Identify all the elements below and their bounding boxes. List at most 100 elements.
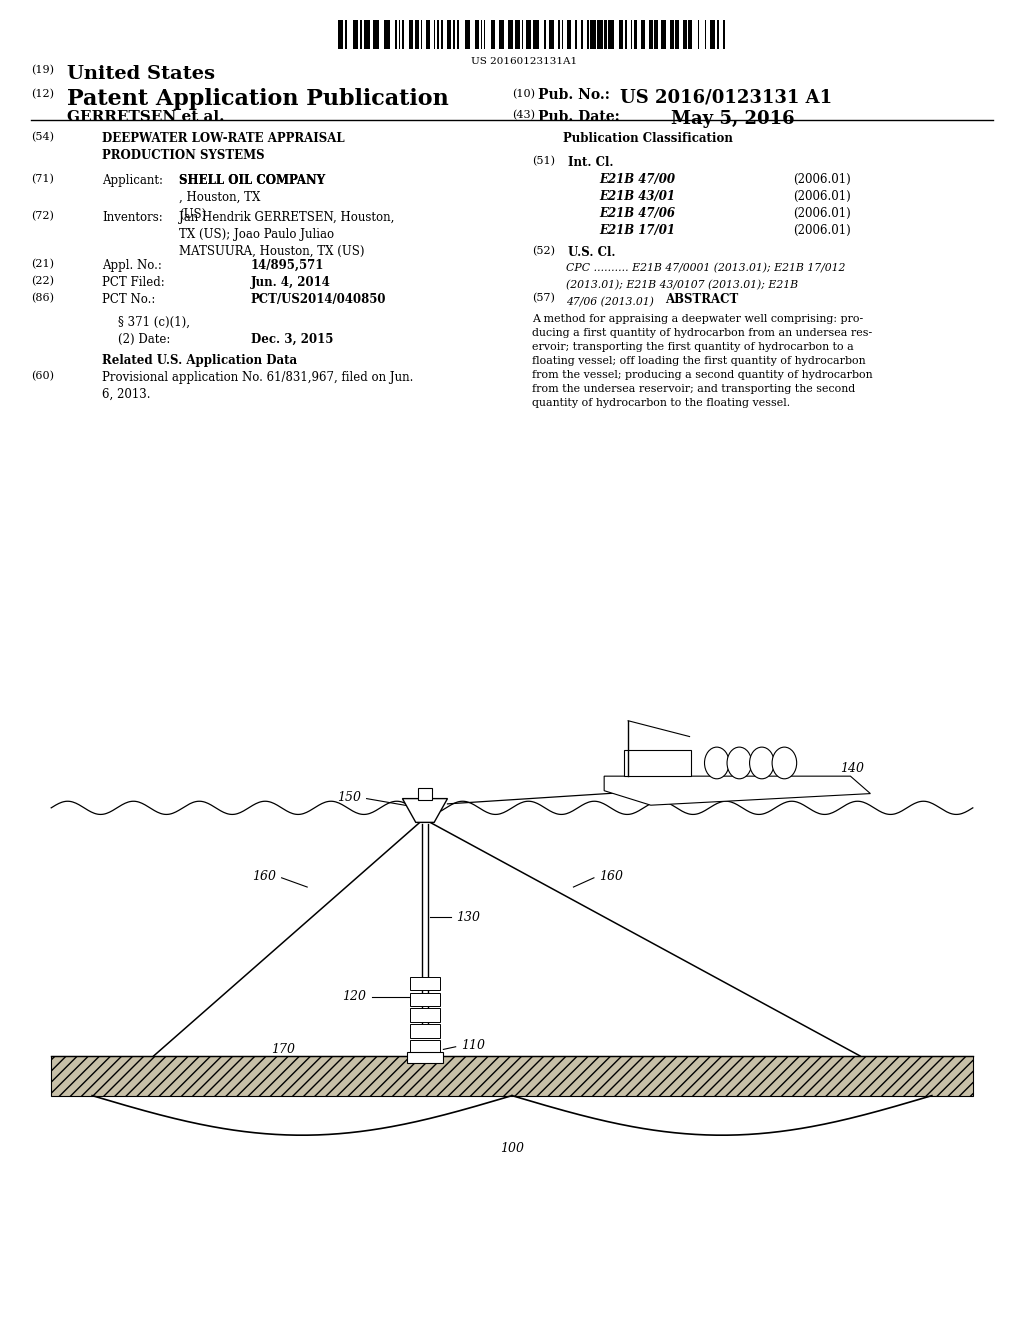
Bar xyxy=(426,20,430,49)
Bar xyxy=(407,1052,443,1063)
Bar xyxy=(544,20,547,49)
Bar xyxy=(641,20,645,49)
Bar xyxy=(402,20,403,49)
Text: Pub. Date:: Pub. Date: xyxy=(538,110,620,124)
Text: Inventors:: Inventors: xyxy=(102,211,163,224)
Bar xyxy=(410,1024,440,1038)
Bar xyxy=(534,20,539,49)
Bar xyxy=(499,20,504,49)
Text: (12): (12) xyxy=(31,88,53,99)
Text: (2013.01); E21B 43/0107 (2013.01); E21B: (2013.01); E21B 43/0107 (2013.01); E21B xyxy=(566,280,799,290)
Bar xyxy=(604,20,606,49)
Text: 120: 120 xyxy=(343,990,367,1003)
Text: US 2016/0123131 A1: US 2016/0123131 A1 xyxy=(620,88,831,107)
Text: SHELL OIL COMPANY: SHELL OIL COMPANY xyxy=(179,174,326,187)
Bar xyxy=(631,20,632,49)
Polygon shape xyxy=(604,776,870,805)
Bar xyxy=(688,20,692,49)
Bar xyxy=(608,20,613,49)
Text: Jan Hendrik GERRETSEN, Houston,
TX (US); Joao Paulo Juliao
MATSUURA, Houston, TX: Jan Hendrik GERRETSEN, Houston, TX (US);… xyxy=(179,211,394,259)
Text: (43): (43) xyxy=(512,110,535,120)
Bar xyxy=(410,977,440,990)
Text: PCT/US2014/040850: PCT/US2014/040850 xyxy=(251,293,386,306)
Bar xyxy=(384,20,390,49)
Text: (71): (71) xyxy=(31,174,53,185)
Text: 100: 100 xyxy=(500,1142,524,1155)
Text: U.S. Cl.: U.S. Cl. xyxy=(568,246,615,259)
Text: (2006.01): (2006.01) xyxy=(794,207,851,220)
Bar xyxy=(409,20,413,49)
Text: (72): (72) xyxy=(31,211,53,222)
Text: Patent Application Publication: Patent Application Publication xyxy=(67,88,449,111)
Bar xyxy=(374,20,379,49)
Text: DEEPWATER LOW-RATE APPRAISAL
PRODUCTION SYSTEMS: DEEPWATER LOW-RATE APPRAISAL PRODUCTION … xyxy=(102,132,345,162)
Bar xyxy=(515,20,520,49)
Text: (2006.01): (2006.01) xyxy=(794,173,851,186)
Bar xyxy=(446,20,451,49)
Bar xyxy=(723,20,725,49)
Text: May 5, 2016: May 5, 2016 xyxy=(671,110,795,128)
Bar xyxy=(624,750,690,776)
Text: , Houston, TX
(US): , Houston, TX (US) xyxy=(179,174,260,222)
Bar xyxy=(649,20,653,49)
Bar xyxy=(359,20,361,49)
Bar xyxy=(574,20,578,49)
Bar xyxy=(365,20,370,49)
Text: (54): (54) xyxy=(31,132,53,143)
Bar xyxy=(415,20,419,49)
Text: Dec. 3, 2015: Dec. 3, 2015 xyxy=(251,333,333,346)
Bar xyxy=(418,788,432,800)
Text: (22): (22) xyxy=(31,276,53,286)
Bar xyxy=(670,20,674,49)
Bar xyxy=(338,20,343,49)
Text: (52): (52) xyxy=(532,246,555,256)
Text: E21B 47/06: E21B 47/06 xyxy=(599,207,675,220)
Bar xyxy=(549,20,554,49)
Text: 150: 150 xyxy=(338,791,361,804)
Text: (57): (57) xyxy=(532,293,555,304)
Text: Publication Classification: Publication Classification xyxy=(563,132,733,145)
Text: SHELL OIL COMPANY: SHELL OIL COMPANY xyxy=(179,174,326,187)
Bar xyxy=(410,1040,440,1053)
Bar xyxy=(562,20,563,49)
Text: US 20160123131A1: US 20160123131A1 xyxy=(471,57,578,66)
Text: 47/06 (2013.01): 47/06 (2013.01) xyxy=(566,297,654,308)
Bar xyxy=(453,20,455,49)
Bar xyxy=(597,20,603,49)
Polygon shape xyxy=(402,799,447,822)
Text: (2006.01): (2006.01) xyxy=(794,224,851,238)
Text: SHELL OIL COMPANY, Houston, TX
(US): SHELL OIL COMPANY, Houston, TX (US) xyxy=(179,174,395,205)
Bar xyxy=(437,20,439,49)
Text: Related U.S. Application Data: Related U.S. Application Data xyxy=(102,354,298,367)
Text: 160: 160 xyxy=(599,870,623,883)
Bar xyxy=(395,20,396,49)
Text: 130: 130 xyxy=(456,911,479,924)
Text: (10): (10) xyxy=(512,88,535,99)
Circle shape xyxy=(772,747,797,779)
Circle shape xyxy=(727,747,752,779)
Text: 14/895,571: 14/895,571 xyxy=(251,259,325,272)
Bar xyxy=(634,20,638,49)
Text: Appl. No.:: Appl. No.: xyxy=(102,259,162,272)
Bar xyxy=(521,20,523,49)
Bar xyxy=(567,20,571,49)
Bar xyxy=(483,20,485,49)
Text: E21B 17/01: E21B 17/01 xyxy=(599,224,675,238)
Text: (51): (51) xyxy=(532,156,555,166)
Bar xyxy=(660,20,666,49)
Bar xyxy=(625,20,627,49)
Bar xyxy=(618,20,623,49)
Text: Applicant:: Applicant: xyxy=(102,174,164,187)
Text: PCT No.:: PCT No.: xyxy=(102,293,156,306)
Bar xyxy=(717,20,719,49)
Bar xyxy=(705,20,707,49)
Text: (86): (86) xyxy=(31,293,53,304)
Bar xyxy=(410,993,440,1006)
Bar xyxy=(433,20,435,49)
Text: Provisional application No. 61/831,967, filed on Jun.
6, 2013.: Provisional application No. 61/831,967, … xyxy=(102,371,414,401)
Text: Int. Cl.: Int. Cl. xyxy=(568,156,613,169)
Text: Pub. No.:: Pub. No.: xyxy=(538,88,609,103)
Bar xyxy=(410,1008,440,1022)
Text: United States: United States xyxy=(67,65,215,83)
Bar xyxy=(525,20,530,49)
